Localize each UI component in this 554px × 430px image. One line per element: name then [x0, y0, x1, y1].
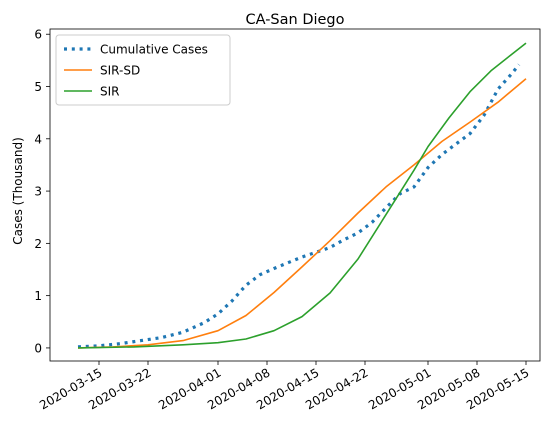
legend-label: SIR: [100, 85, 120, 99]
series-line-sir-sd: [77, 78, 527, 349]
series-line-sir: [77, 42, 527, 349]
y-tick-label: 1: [34, 289, 42, 303]
series-line-cumulative-cases: [77, 63, 521, 349]
y-tick-label: 3: [34, 185, 42, 199]
legend-box: [55, 34, 231, 106]
plot-frame: [49, 28, 541, 362]
y-tick-label: 5: [34, 80, 42, 94]
legend: Cumulative Cases SIR-SD SIR: [55, 34, 231, 106]
y-axis: 0 1 2 3 4 5 6: [34, 28, 50, 355]
chart-title: CA-San Diego: [245, 12, 344, 28]
y-tick-label: 4: [34, 132, 42, 146]
y-axis-label: Cases (Thousand): [11, 137, 25, 245]
y-tick-label: 6: [34, 28, 42, 42]
y-tick-label: 0: [34, 341, 42, 355]
legend-label: SIR-SD: [100, 64, 140, 78]
y-tick-label: 2: [34, 237, 42, 251]
plot-area: [77, 42, 527, 349]
legend-label: Cumulative Cases: [100, 43, 208, 57]
